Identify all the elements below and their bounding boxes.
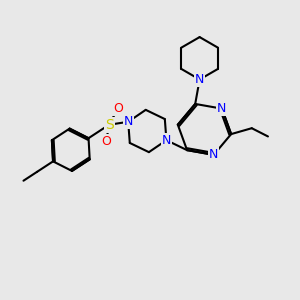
- Text: N: N: [209, 148, 218, 161]
- Text: N: N: [195, 73, 204, 86]
- Text: N: N: [124, 115, 133, 128]
- Text: O: O: [101, 135, 111, 148]
- Text: O: O: [113, 102, 123, 115]
- Text: S: S: [105, 118, 113, 132]
- Text: N: N: [217, 102, 226, 115]
- Text: N: N: [162, 134, 171, 147]
